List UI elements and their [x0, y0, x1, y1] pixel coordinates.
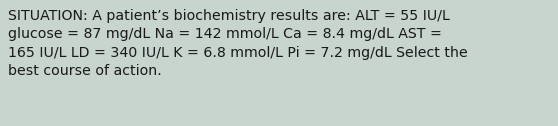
Text: SITUATION: A patient’s biochemistry results are: ALT = 55 IU/L
glucose = 87 mg/d: SITUATION: A patient’s biochemistry resu…	[8, 9, 468, 78]
